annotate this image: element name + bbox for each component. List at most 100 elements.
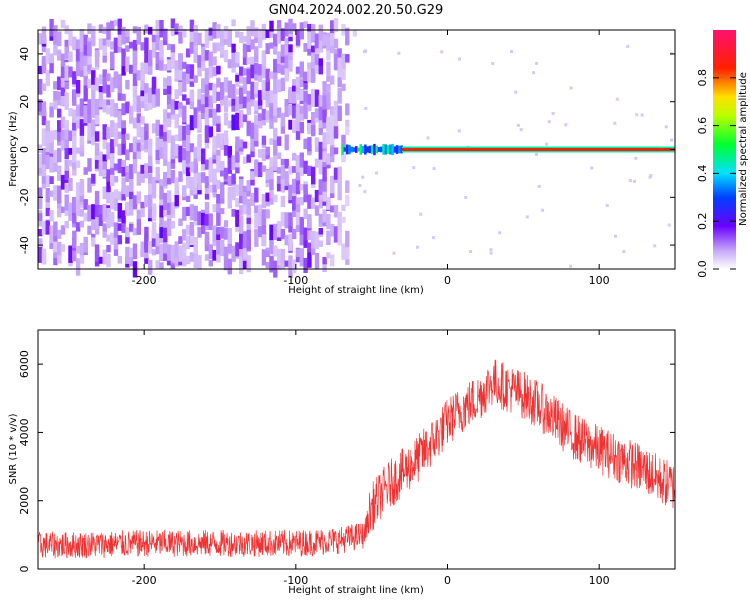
spectrogram-cell (375, 145, 378, 154)
spectrogram-cell (72, 89, 77, 106)
spectrogram-cell (212, 136, 217, 153)
spectrogram-cell (117, 223, 122, 231)
spectrogram-cell (182, 242, 187, 255)
spectrogram-cell (276, 136, 282, 146)
spectrogram-cell (185, 146, 191, 164)
spectrogram-cell (265, 43, 270, 54)
spectrogram-cell (532, 71, 536, 75)
spectrogram-cell (189, 222, 195, 236)
spectrogram-cell (102, 203, 107, 222)
spectrogram-cell (491, 62, 495, 65)
spectrogram-cell (174, 177, 179, 196)
spectrogram-cell (239, 233, 244, 249)
spectrogram-cell (330, 223, 335, 237)
spectrogram-cell (57, 76, 62, 91)
spectrogram-cell (117, 131, 122, 139)
spectrogram-cell (140, 42, 145, 51)
spectrogram-cell (314, 253, 320, 270)
x-tick-label: 0 (444, 274, 451, 287)
spectrogram-cell (140, 241, 145, 256)
spectrogram-cell (216, 77, 221, 88)
spectrogram-cell (288, 233, 293, 251)
spectrogram-cell (110, 77, 115, 93)
spectrogram-cell (377, 147, 381, 152)
spectrogram-cell (102, 249, 107, 265)
spectrogram-cell (72, 249, 77, 262)
spectrogram-cell (38, 187, 43, 198)
spectrogram-cell (79, 30, 85, 48)
spectrogram-cell (57, 241, 62, 256)
spectrogram-cell (140, 87, 145, 97)
spectrogram-cell (189, 161, 195, 173)
spectrogram-cell (106, 187, 111, 200)
spectrogram-cell (269, 20, 274, 32)
spectrogram-cell (113, 71, 119, 89)
spectrogram-cell (117, 84, 122, 94)
spectrogram-cell (91, 100, 96, 118)
spectrogram-cell (419, 212, 423, 216)
spectrogram-cell (72, 156, 77, 170)
spectrogram-cell (223, 112, 229, 126)
spectrogram-cell (303, 43, 308, 52)
spectrogram-cell (261, 108, 267, 121)
spectrogram-cell (140, 201, 145, 209)
spectrogram-cell (155, 62, 160, 70)
colorbar-tick-label: 0.6 (696, 117, 709, 135)
spectrogram-cell (129, 164, 134, 179)
spectrogram-cell (235, 143, 240, 161)
spectrogram-cell (163, 28, 168, 41)
spectrogram-cell (144, 103, 149, 111)
spectrogram-cell (170, 99, 176, 115)
spectrogram-cell (166, 76, 172, 86)
spectrogram-cell (311, 197, 316, 209)
y-tick-label: -40 (18, 236, 31, 254)
spectrogram-cell (151, 76, 157, 95)
spectrogram-cell (201, 212, 206, 226)
spectrogram-cell (303, 90, 308, 103)
spectrogram-cell (193, 75, 198, 83)
spectrogram-cell (284, 50, 289, 69)
spectrogram-cell (83, 167, 88, 175)
spectrogram-cell (288, 104, 293, 116)
spectrogram-cell (235, 184, 240, 196)
spectrogram-cell (246, 68, 251, 85)
spectrogram-cell (197, 32, 202, 46)
spectrogram-cell (166, 190, 172, 203)
spectrogram-cell (227, 258, 232, 275)
spectrogram-cell (299, 61, 304, 78)
bottom-x-axis-label: Height of straight line (km) (288, 585, 424, 596)
spectrogram-cell (261, 23, 267, 40)
spectrogram-cell (322, 93, 327, 110)
spectrogram-cell (94, 77, 100, 91)
spectrogram-cell (174, 70, 179, 80)
spectrogram-cell (273, 127, 278, 140)
spectrogram-cell (458, 57, 461, 61)
spectrogram-cell (457, 129, 461, 133)
spectrogram-cell (242, 43, 248, 58)
spectrogram-cell (295, 248, 301, 258)
spectrogram-cell (185, 255, 191, 265)
spectrogram-cell (216, 91, 221, 101)
spectrogram-cell (208, 157, 213, 173)
spectrogram-cell (125, 45, 130, 52)
spectrogram-cell (375, 171, 378, 175)
spectrogram-cell (170, 245, 176, 263)
spectrogram-cell (299, 152, 304, 168)
spectrogram-cell (83, 105, 88, 124)
spectrogram-cell (117, 34, 122, 47)
spectrogram-cell (148, 173, 153, 184)
bottom-axes-frame (37, 329, 676, 570)
spectrogram-cell (333, 226, 339, 243)
spectrogram-cell (189, 27, 195, 42)
spectrogram-cell (239, 205, 244, 216)
spectrogram-cell (510, 50, 513, 53)
spectrogram-cell (125, 201, 130, 216)
spectrogram-cell (163, 109, 168, 123)
spectrogram-cell (541, 208, 545, 212)
spectrogram-cell (326, 197, 331, 210)
spectrogram-cell (246, 154, 251, 163)
spectrogram-cell (182, 94, 187, 101)
spectrogram-cell (368, 145, 372, 154)
spectrogram-cell (75, 160, 81, 168)
